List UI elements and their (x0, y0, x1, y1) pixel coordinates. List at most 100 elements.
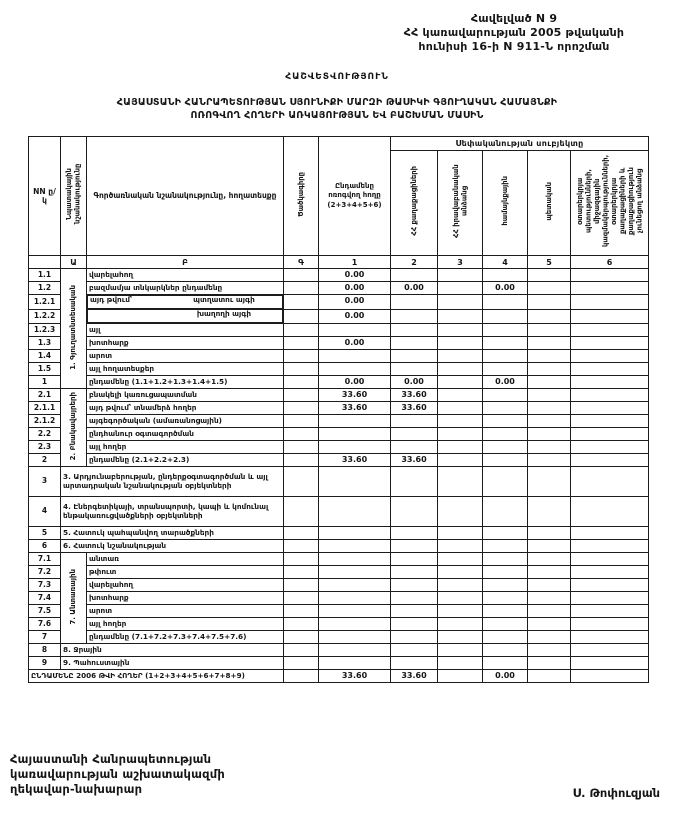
row-label: այլ հողեր (86, 617, 284, 631)
cell-value (437, 323, 483, 337)
cell-value (569, 539, 650, 553)
cell-value: 0.00 (390, 375, 438, 389)
row-label-prefix (90, 310, 168, 322)
cell-value: 33.60 (318, 401, 391, 415)
row-number: 7 (28, 630, 61, 644)
cell-value (527, 401, 571, 415)
cell-value (318, 552, 391, 566)
table-row: 8 8. Ջրային (28, 643, 650, 657)
cell-value (283, 375, 319, 389)
row-label: բնակելի կառուցապատման (86, 388, 284, 402)
cell-value (482, 496, 528, 527)
cell-value (318, 349, 391, 363)
cell-value (482, 552, 528, 566)
cell-value: 0.00 (318, 268, 391, 282)
table-row: 1.5 այլ հողատեսքեր (28, 362, 650, 376)
cell-value (283, 591, 319, 605)
cell-value (437, 362, 483, 376)
cell-value (527, 630, 571, 644)
row-number: 2.1.2 (28, 414, 61, 428)
column-header-community: համայնքային (482, 150, 528, 256)
cell-value (437, 496, 483, 527)
annex-line-1: Հավելված N 9 (470, 12, 558, 25)
cell-value (569, 440, 650, 454)
row-label: վարելահող (86, 268, 284, 282)
annex-reference: Հավելված N 9 ՀՀ կառավարության 2005 թվակա… (360, 12, 668, 54)
cell-value (569, 414, 650, 428)
row-label: այդ թվում՝ տնամերձ հողեր (86, 401, 284, 415)
cell-value (569, 565, 650, 579)
table-row: 2.1.1 այդ թվում՝ տնամերձ հողեր 33.60 33.60 (28, 401, 650, 415)
column-header-foreign-text: օտարերկրյա պետությունների, միջազգային կա… (575, 154, 643, 248)
column-header-purpose: Նպատակային նշանակությունը (60, 136, 87, 256)
signatory-line-3: ղեկավար-նախարար (10, 782, 143, 796)
cell-value (283, 281, 319, 295)
cell-value (482, 591, 528, 605)
cell-value (482, 617, 528, 631)
section-label-text: 7. Անտառային (69, 569, 78, 625)
cell-value (283, 294, 319, 310)
cell-value (283, 268, 319, 282)
cell-value (482, 604, 528, 618)
cell-value (437, 440, 483, 454)
cell-value (390, 617, 438, 631)
cell-value (390, 539, 438, 553)
cell-value (527, 349, 571, 363)
row-label: ընդամենը (2.1+2.2+2.3) (86, 453, 284, 467)
cell-value (569, 349, 650, 363)
table-row: 1.1 1. Գյուղատնտեսական վարելահող 0.00 (28, 268, 650, 389)
cell-value (527, 656, 571, 670)
table-row: 3 3. Արդյունաբերության, ընդերքօգտագործման… (28, 466, 650, 497)
cell-value (569, 617, 650, 631)
column-header-legal-entities-text: ՀՀ իրավաբանական անձանց (451, 164, 468, 238)
column-group-ownership: Սեփականության սուբյեկտը (389, 136, 650, 151)
cell-value (482, 336, 528, 350)
row-label: 4. Էներգետիկայի, տրանսպորտի, կապի և կոմո… (60, 496, 284, 527)
cell-value (437, 604, 483, 618)
cell-value (482, 539, 528, 553)
cell-value (527, 526, 571, 540)
row-number: 4 (28, 496, 61, 527)
cell-value (569, 323, 650, 337)
cell-value (318, 362, 391, 376)
row-label: խաղողի այգի (87, 309, 283, 323)
cell-value (318, 630, 391, 644)
cell-value (390, 427, 438, 441)
cell-value (437, 401, 483, 415)
cell-value (283, 604, 319, 618)
table-row: 5 5. Հատուկ պահպանվող տարածքների (28, 526, 650, 540)
cell-value (482, 414, 528, 428)
table-row: 2 ընդամենը (2.1+2.2+2.3) 33.60 33.60 (28, 453, 650, 467)
cell-value (569, 294, 650, 310)
cell-value (318, 539, 391, 553)
cell-value (283, 669, 319, 683)
table-row: 1.2.1 այդ թվում՝ պտղատու այգի 0.00 (28, 294, 650, 310)
row-number: 1.2.3 (28, 323, 61, 337)
section-label-text: 1. Գյուղատնտեսական (69, 285, 78, 370)
cell-value (390, 362, 438, 376)
cell-value (283, 617, 319, 631)
cell-value (527, 440, 571, 454)
row-number: 6 (28, 539, 61, 553)
cell-value (527, 604, 571, 618)
cell-value (318, 604, 391, 618)
cell-value (437, 308, 483, 324)
cell-value (527, 453, 571, 467)
row-number: 7.6 (28, 617, 61, 631)
cell-value (527, 617, 571, 631)
cell-value (318, 565, 391, 579)
cell-value (482, 453, 528, 467)
cell-value (318, 578, 391, 592)
cell-value (283, 349, 319, 363)
cell-value (527, 308, 571, 324)
table-row: ԸՆԴԱՄԵՆԸ 2006 ԹՎԻ ՀՈՂԵՐ (1+2+3+4+5+6+7+8… (28, 669, 650, 683)
cell-value (482, 466, 528, 497)
row-label: վարելահող (86, 578, 284, 592)
cell-value (569, 552, 650, 566)
signatory-line-1: Հայաստանի Հանրապետության (10, 752, 212, 766)
column-numbering-row: Ա Բ Գ 1 2 3 4 5 6 (28, 255, 650, 269)
cell-value (318, 440, 391, 454)
cell-value (283, 453, 319, 467)
cell-value (569, 427, 650, 441)
